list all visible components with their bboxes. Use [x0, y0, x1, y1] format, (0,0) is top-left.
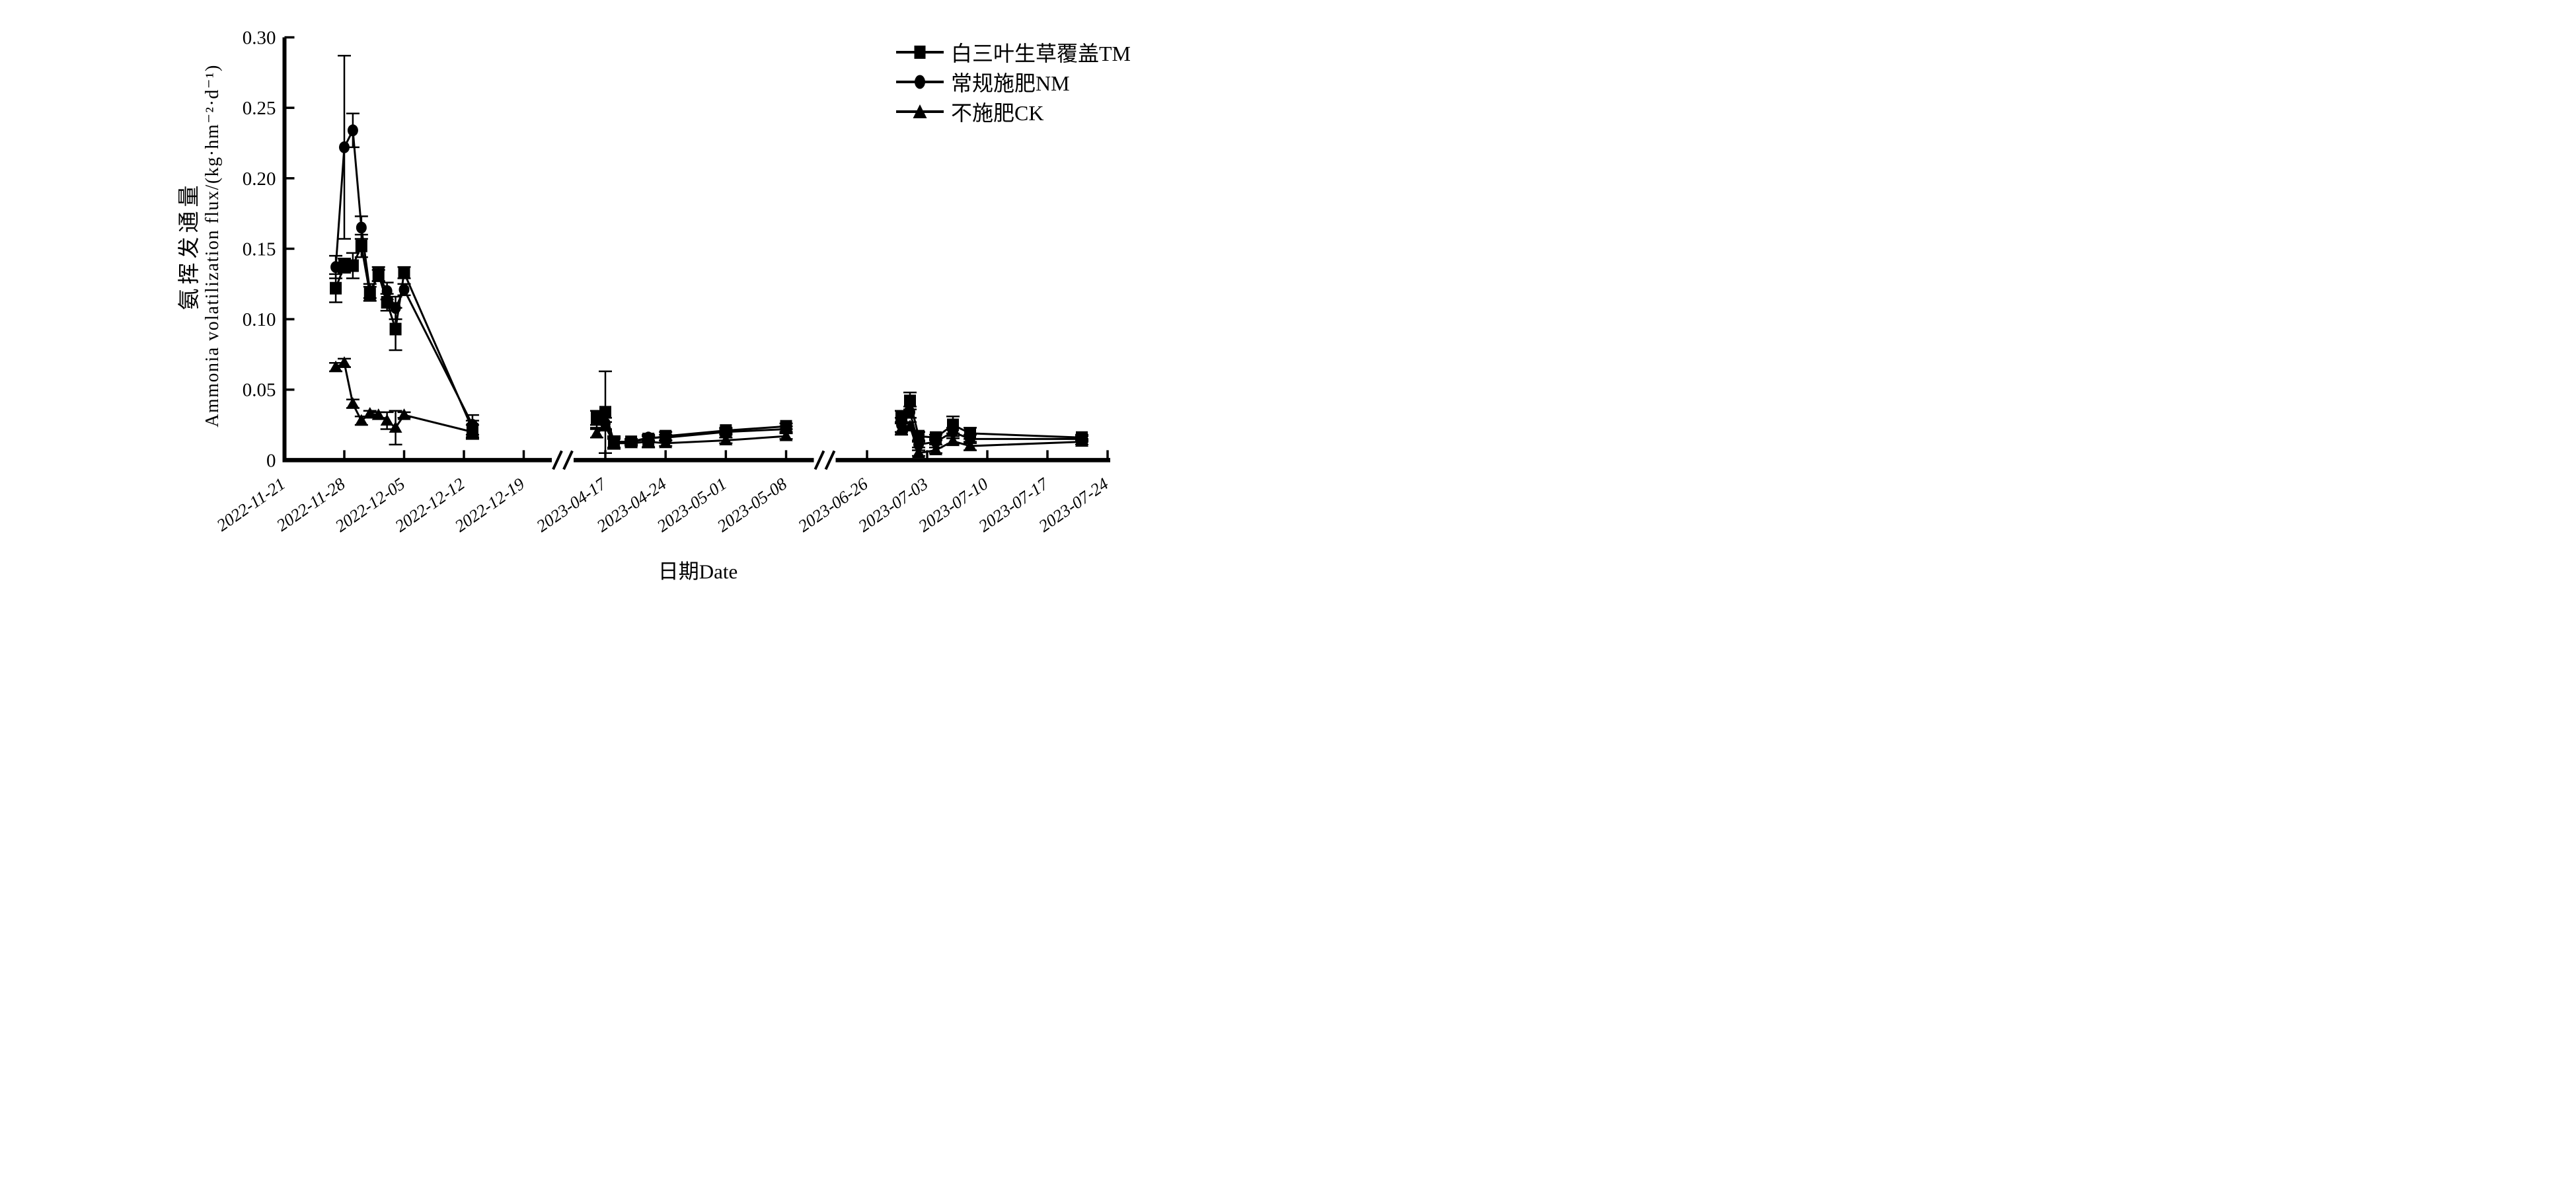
triangle-marker — [929, 443, 942, 455]
circle-marker — [347, 124, 358, 137]
legend-label-ck: 不施肥CK — [951, 100, 1044, 125]
circle-marker — [356, 221, 367, 234]
axis-break-gap — [552, 457, 574, 463]
square-marker — [599, 406, 611, 419]
legend-label-tm: 白三叶生草覆盖TM — [951, 41, 1131, 65]
axis-break-slash — [552, 450, 563, 470]
triangle-marker — [337, 356, 351, 368]
circle-marker — [330, 261, 342, 274]
triangle-marker — [719, 433, 733, 446]
triangle-marker — [397, 408, 411, 420]
circle-marker — [373, 269, 384, 281]
y-axis-label-en: Ammonia volatilization flux/(kg·hm⁻²·d⁻¹… — [202, 64, 223, 427]
triangle-marker — [1075, 435, 1088, 447]
y-tick-label: 0.15 — [243, 239, 276, 260]
triangle-marker — [329, 360, 343, 373]
triangle-marker — [354, 414, 368, 426]
triangle-marker — [607, 436, 621, 449]
y-axis-label-cn: 氨挥发通量 — [178, 181, 202, 311]
circle-marker — [948, 426, 958, 438]
circle-marker — [364, 285, 375, 297]
legend: 白三叶生草覆盖TM 常规施肥NM 不施肥CK — [896, 37, 1131, 126]
triangle-marker — [599, 420, 612, 431]
square-marker — [398, 266, 410, 279]
circle-marker — [930, 435, 941, 448]
ammonia-flux-chart: 00.050.100.150.200.250.302022-11-212022-… — [213, 28, 1112, 536]
triangle-marker — [380, 414, 394, 426]
circle-marker-icon — [896, 75, 944, 89]
y-tick-label: 0 — [266, 450, 276, 471]
triangle-marker — [659, 436, 673, 449]
series-line-0 — [900, 398, 1082, 439]
circle-marker — [720, 426, 732, 438]
triangle-marker — [625, 436, 638, 449]
series-line-1 — [900, 410, 1082, 446]
square-marker — [330, 281, 342, 295]
axis-break-slash — [562, 450, 574, 470]
axis-break-slash — [824, 450, 836, 470]
legend-item-nm: 常规施肥NM — [896, 67, 1131, 96]
square-marker — [389, 322, 402, 336]
triangle-marker-icon — [896, 104, 944, 118]
y-tick-label: 0.25 — [243, 98, 276, 119]
legend-item-ck: 不施肥CK — [896, 96, 1131, 126]
triangle-marker — [363, 406, 377, 419]
legend-label-nm: 常规施肥NM — [951, 71, 1070, 95]
y-tick-label: 0.20 — [243, 168, 276, 190]
axis-break-gap — [814, 457, 836, 463]
square-marker-icon — [896, 45, 944, 59]
triangle-marker — [346, 397, 360, 409]
axis-break-slash — [814, 450, 825, 470]
y-tick-label: 0.10 — [243, 309, 276, 330]
triangle-marker — [465, 425, 479, 437]
triangle-marker — [779, 429, 793, 441]
triangle-marker — [946, 434, 960, 447]
triangle-marker — [589, 426, 603, 439]
square-marker — [346, 259, 359, 272]
circle-marker — [390, 302, 401, 315]
y-tick-label: 0.30 — [243, 28, 276, 49]
triangle-marker — [912, 446, 925, 459]
triangle-marker — [903, 420, 917, 431]
triangle-marker — [371, 408, 385, 420]
triangle-marker — [389, 421, 402, 433]
series-line-1 — [334, 126, 474, 426]
square-marker — [355, 239, 367, 252]
triangle-marker — [964, 439, 977, 451]
square-marker — [904, 394, 916, 408]
circle-marker — [381, 285, 393, 297]
circle-marker — [905, 406, 915, 418]
ammonia-volatilization-figure: 0 0.05 0.10 0.15 0.20 0.25 0.30 2022-11-21 2022-… — [0, 0, 1288, 593]
triangle-marker — [642, 435, 656, 447]
y-tick-label: 0.05 — [243, 380, 276, 401]
circle-marker — [780, 423, 792, 435]
circle-marker — [398, 283, 410, 296]
legend-item-tm: 白三叶生草覆盖TM — [896, 37, 1131, 67]
x-axis-label: 日期Date — [658, 560, 738, 583]
series-line-2 — [335, 361, 473, 433]
circle-marker — [338, 141, 350, 153]
